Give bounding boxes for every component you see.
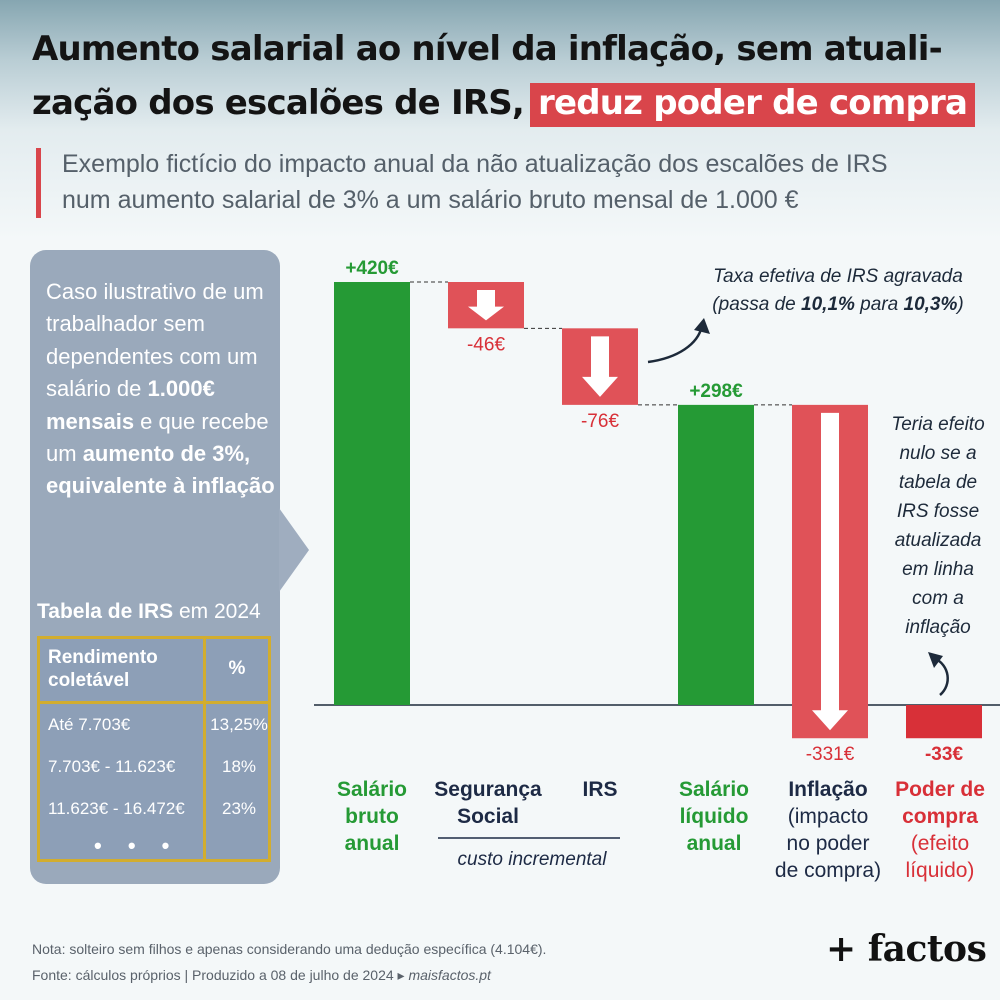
table-cell-income: Até 7.703€ bbox=[48, 715, 131, 734]
inflation-note-line: atualizada bbox=[895, 530, 982, 551]
irs-annotation-part: para bbox=[855, 294, 904, 315]
bar-0 bbox=[334, 282, 410, 705]
category-label: líquido) bbox=[906, 859, 975, 882]
irs-annotation-part: 10,3% bbox=[904, 294, 958, 315]
table-cell-income: 7.703€ - 11.623€ bbox=[48, 757, 176, 776]
irs-table-title-bold: Tabela de IRS bbox=[37, 600, 174, 623]
bar-5 bbox=[906, 705, 982, 739]
data-label: -46€ bbox=[467, 334, 505, 355]
arrowhead-icon bbox=[928, 652, 943, 668]
category-label: Segurança bbox=[434, 778, 542, 801]
source-link[interactable]: maisfactos.pt bbox=[408, 967, 491, 983]
down-arrow-icon bbox=[582, 336, 618, 397]
table-more-dots: • • • bbox=[94, 833, 180, 858]
data-label: +420€ bbox=[345, 258, 399, 279]
curved-arrow-icon bbox=[647, 325, 704, 364]
irs-annotation-line2: (passa de 10,1% para 10,3%) bbox=[712, 294, 963, 315]
data-label: -76€ bbox=[581, 411, 619, 432]
category-label: no poder bbox=[787, 832, 870, 855]
page-title: Aumento salarial ao nível da inflação, s… bbox=[32, 22, 982, 130]
source-text: Fonte: cálculos próprios | Produzido a 0… bbox=[32, 967, 409, 983]
footnote-text: Nota: solteiro sem filhos e apenas consi… bbox=[32, 941, 547, 957]
category-label: (efeito bbox=[911, 832, 969, 855]
sidebar-pointer bbox=[279, 508, 309, 592]
irs-annotation-part: ) bbox=[955, 294, 963, 315]
brand-logo: + factos bbox=[826, 928, 987, 970]
data-label: -33€ bbox=[925, 744, 963, 765]
category-label: IRS bbox=[582, 778, 617, 801]
source-line: Fonte: cálculos próprios | Produzido a 0… bbox=[32, 962, 546, 988]
down-arrow-icon bbox=[468, 290, 504, 321]
data-label: -331€ bbox=[806, 744, 855, 765]
irs-annotation-line1: Taxa efetiva de IRS agravada bbox=[713, 266, 963, 287]
irs-table-title: Tabela de IRS em 2024 bbox=[37, 600, 261, 624]
table-header-percent: % bbox=[228, 658, 246, 679]
category-label: anual bbox=[345, 832, 400, 855]
group-label: custo incremental bbox=[458, 849, 608, 870]
sidebar-text-2: e que recebe um bbox=[46, 408, 269, 467]
sidebar-bold-2: aumento de 3%, equivalente à inflação bbox=[46, 441, 275, 499]
waterfall-chart: +420€ -46€ -76€ +298€ -331€ -33€ Salário bruto a… bbox=[314, 258, 1000, 882]
table-cell-rate: 13,25% bbox=[210, 715, 268, 734]
category-label: bruto bbox=[345, 805, 399, 828]
title-line-2-text: zação dos escalões de IRS, bbox=[32, 83, 525, 123]
category-label: líquido bbox=[680, 805, 749, 828]
category-label: anual bbox=[687, 832, 742, 855]
category-label: Salário bbox=[679, 778, 749, 801]
table-cell-rate: 23% bbox=[221, 799, 257, 818]
irs-table-title-rest: em 2024 bbox=[173, 600, 261, 623]
title-line-1: Aumento salarial ao nível da inflação, s… bbox=[32, 29, 943, 69]
table-divider-vertical bbox=[203, 639, 206, 859]
sidebar-description: Caso ilustrativo de um trabalhador sem d… bbox=[46, 276, 278, 503]
title-line-2: zação dos escalões de IRS, reduz poder de… bbox=[32, 76, 982, 130]
inflation-note-line: em linha bbox=[902, 559, 974, 580]
category-label: (impacto bbox=[788, 805, 869, 828]
footnote: Nota: solteiro sem filhos e apenas consi… bbox=[32, 936, 546, 988]
sidebar-bold-1: 1.000€ mensais bbox=[46, 376, 215, 434]
title-highlight: reduz poder de compra bbox=[530, 83, 976, 127]
sidebar-text-1: Caso ilustrativo de um trabalhador sem d… bbox=[46, 279, 264, 402]
irs-table: Rendimento coletável % Até 7.703€ 13,25%… bbox=[37, 636, 271, 862]
category-label: Inflação bbox=[788, 778, 867, 801]
inflation-note-line: inflação bbox=[905, 617, 971, 638]
table-cell-rate: 18% bbox=[221, 757, 257, 776]
category-label: compra bbox=[902, 805, 978, 828]
inflation-note-line: com a bbox=[912, 588, 964, 609]
category-label: Social bbox=[457, 805, 519, 828]
inflation-note-line: Teria efeito bbox=[891, 414, 984, 435]
table-header-income: Rendimento coletável bbox=[48, 647, 158, 691]
irs-annotation-part: (passa de bbox=[712, 294, 801, 315]
category-label: Poder de bbox=[895, 778, 985, 801]
down-arrow-icon bbox=[812, 412, 848, 731]
irs-annotation-part: 10,1% bbox=[801, 294, 855, 315]
table-divider-horizontal bbox=[40, 701, 268, 704]
subtitle: Exemplo fictício do impacto anual da não… bbox=[32, 146, 992, 218]
category-label: Salário bbox=[337, 778, 407, 801]
category-label: de compra) bbox=[775, 859, 881, 882]
inflation-note-line: nulo se a bbox=[899, 443, 976, 464]
bar-3 bbox=[678, 404, 754, 705]
subtitle-accent-bar bbox=[36, 148, 41, 218]
data-label: +298€ bbox=[689, 381, 743, 402]
subtitle-line-1: Exemplo fictício do impacto anual da não… bbox=[62, 150, 888, 178]
table-cell-income: 11.623€ - 16.472€ bbox=[48, 799, 185, 818]
inflation-note-line: IRS fosse bbox=[897, 501, 979, 522]
subtitle-line-2: num aumento salarial de 3% a um salário … bbox=[62, 186, 799, 214]
arrowhead-icon bbox=[694, 318, 710, 334]
inflation-note-line: tabela de bbox=[899, 472, 977, 493]
